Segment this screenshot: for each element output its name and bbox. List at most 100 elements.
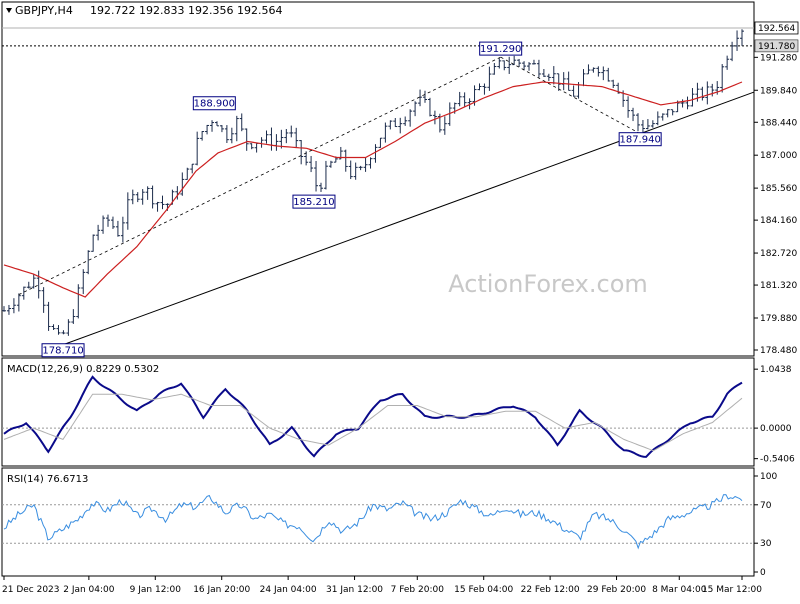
macd-line [3, 375, 743, 458]
macd-title: MACD(12,26,9) 0.8229 0.5302 [7, 364, 159, 375]
macd-tick-label: 1.0438 [760, 365, 792, 375]
ohlc-bar [601, 66, 606, 81]
ohlc-bar [626, 96, 631, 118]
rsi-grid [2, 504, 754, 544]
ohlc-bar [21, 286, 26, 300]
ohlc-bar [432, 110, 437, 125]
ohlc-bar [650, 120, 655, 128]
price-annotation-label: 191.290 [480, 44, 521, 55]
ohlc-bar [279, 129, 284, 149]
ohlc-bar [190, 163, 195, 174]
ohlc-bar [284, 128, 289, 144]
x-tick-label: 29 Feb 20:00 [587, 585, 646, 595]
ohlc-bar [120, 216, 125, 243]
ohlc-bar [249, 143, 254, 150]
ohlc-bar [323, 160, 328, 190]
x-tick-label: 8 Mar 04:00 [652, 585, 707, 595]
ohlc-bar [200, 131, 205, 141]
ohlc-bar [502, 60, 507, 71]
ohlc-bar [740, 29, 744, 46]
ohlc-bar [343, 149, 348, 172]
ohlc-bar [462, 92, 467, 108]
ohlc-bar [125, 192, 130, 230]
ohlc-bar [413, 101, 418, 117]
ohlc-bar [611, 79, 616, 88]
ohlc-bar [398, 117, 403, 134]
ohlc-bar [497, 58, 502, 69]
ohlc-bar [536, 59, 541, 78]
last-price-tag [754, 21, 799, 35]
ohlc-bar [115, 220, 120, 237]
ohlc-bar [596, 66, 601, 77]
ohlc-bar [388, 120, 393, 130]
ohlc-bar [635, 113, 640, 132]
y-tick-label: 181.320 [760, 281, 797, 291]
price-annotation-box [479, 41, 523, 56]
x-tick-label: 15 Feb 04:00 [454, 585, 513, 595]
last-price-label: 192.564 [758, 24, 795, 34]
ohlc-bar [244, 128, 249, 151]
price-annotations: 191.290 188.900 185.210 187.940 178.710 [41, 41, 662, 358]
y-tick-label: 191.280 [760, 53, 797, 63]
price-annotation-box [292, 194, 336, 209]
ohlc-bar [110, 216, 115, 229]
price-panel-frame [1, 1, 755, 357]
rsi-line [3, 494, 743, 550]
ohlc-bar [224, 125, 229, 143]
resistance-tag [754, 39, 799, 53]
ohlc-bar [378, 137, 383, 148]
ohlc-bar [140, 189, 145, 205]
macd-y-axis: 1.0438 0.0000 -0.5406 [754, 365, 795, 465]
ohlc-bar [467, 98, 472, 110]
signal-line [3, 393, 743, 452]
ohlc-bar [527, 62, 532, 71]
dropdown-triangle-icon[interactable] [6, 8, 12, 13]
ohlc-bar [289, 125, 294, 138]
x-tick-label: 7 Feb 20:00 [391, 585, 445, 595]
ohlc-bar [492, 63, 497, 75]
ohlc-bar [725, 55, 730, 70]
ohlc-bar [700, 86, 705, 101]
ohlc-bar [214, 121, 219, 127]
ohlc-bar [130, 189, 135, 205]
price-y-axis: 191.280 189.840 188.440 187.000 185.560 184.1… [754, 21, 799, 356]
macd-tick-label: -0.5406 [760, 455, 795, 465]
ohlc-bar [487, 66, 492, 91]
price-bars [2, 29, 744, 336]
ohlc-bar [710, 83, 715, 97]
price-grid [2, 27, 754, 47]
x-tick-label: 31 Jan 12:00 [326, 585, 383, 595]
ohlc-bar [41, 287, 46, 313]
ohlc-bar [670, 109, 675, 116]
ohlc-bar [51, 324, 56, 330]
ohlc-bar [26, 281, 31, 289]
ohlc-bar [46, 301, 51, 331]
x-tick-label: 21 Dec 2023 [2, 585, 60, 595]
time-axis: 21 Dec 2023 2 Jan 04:00 9 Jan 12:00 16 Jan … [2, 576, 762, 595]
ohlc-bar [353, 162, 358, 180]
x-tick-label: 9 Jan 12:00 [130, 585, 182, 595]
ohlc-bar [477, 83, 482, 91]
ohlc-bar [442, 116, 447, 135]
ohlc-bar [328, 160, 333, 168]
ohlc-bar [427, 97, 432, 117]
ohlc-bar [309, 155, 314, 173]
ohlc-bar [546, 73, 551, 81]
ohlc-bar [393, 118, 398, 128]
ohlc-bar [91, 234, 96, 252]
rsi-line [3, 494, 743, 550]
ohlc-bar [205, 124, 210, 135]
ohlc-bar [606, 67, 611, 82]
ohlc-bar [145, 186, 150, 200]
ohlc-bar [106, 214, 111, 227]
rsi-tick-label: 30 [760, 539, 772, 549]
macd-panel-frame [1, 357, 755, 467]
y-tick-label: 189.840 [760, 86, 797, 96]
ohlc-bar [318, 182, 323, 192]
ohlc-bar [705, 81, 710, 105]
ohlc-bar [358, 165, 363, 171]
x-tick-label: 2 Jan 04:00 [63, 585, 115, 595]
ohlc-bar [631, 107, 636, 122]
